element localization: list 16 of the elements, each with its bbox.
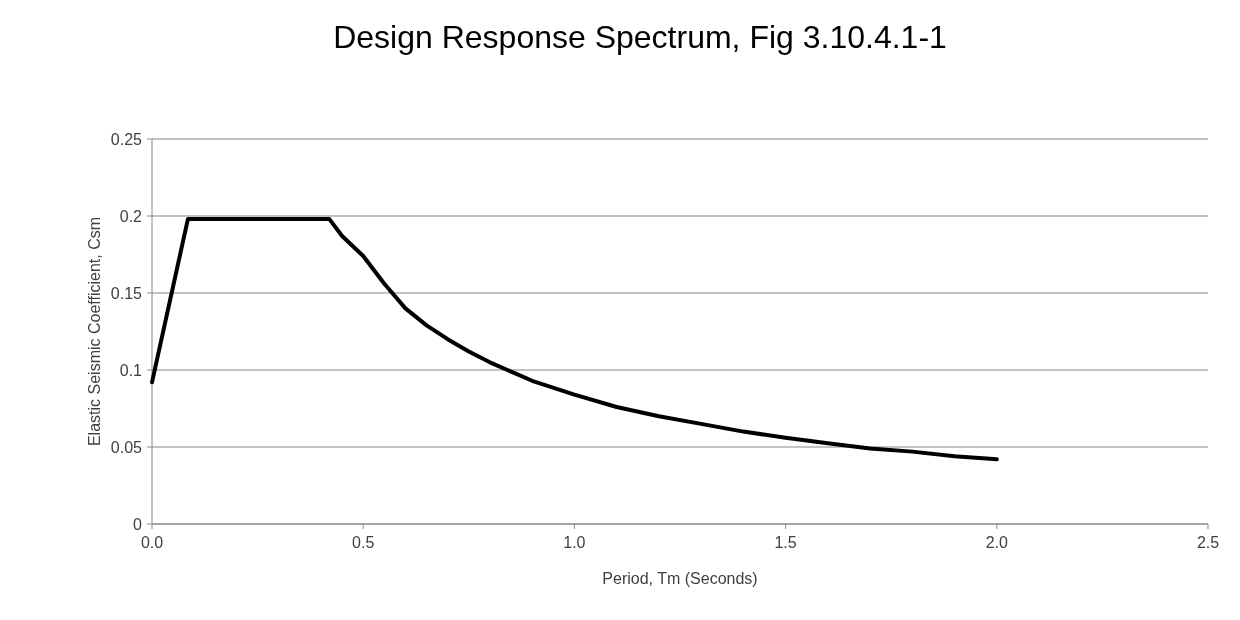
x-tick-label: 1.0 (563, 534, 586, 551)
x-tick-label: 1.5 (774, 534, 797, 551)
x-tick-label: 2.5 (1196, 534, 1220, 551)
y-tick-label: 0.2 (119, 207, 143, 225)
y-axis-title: Elastic Seismic Coefficient, Csm (86, 216, 103, 447)
y-tick-label: 0.15 (110, 284, 143, 302)
line-series (150, 217, 999, 462)
y-tick-label: 0.25 (110, 130, 143, 148)
y-tick-label: 0.05 (110, 438, 143, 456)
y-tick-label: 0 (133, 515, 143, 533)
x-axis-title: Period, Tm (Seconds) (602, 570, 758, 587)
y-tick-label: 0.1 (119, 361, 143, 379)
chart-title: Design Response Spectrum, Fig 3.10.4.1-1 (333, 19, 947, 55)
x-tick-label: 2.0 (985, 534, 1009, 551)
x-tick-label: 0.0 (140, 534, 164, 551)
x-tick-label: 0.5 (352, 534, 375, 551)
